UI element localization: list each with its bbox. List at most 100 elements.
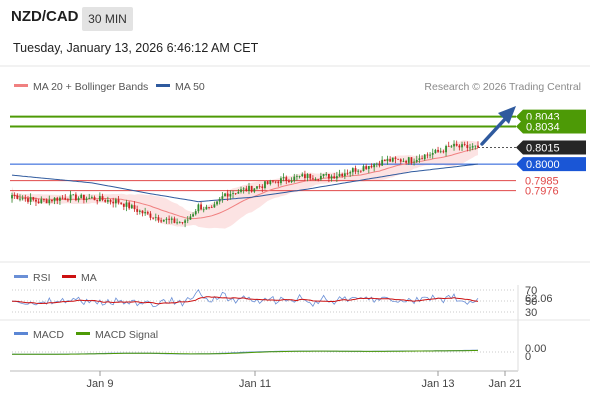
candle bbox=[282, 173, 285, 182]
candle bbox=[455, 140, 458, 147]
candle bbox=[434, 148, 437, 154]
candle bbox=[178, 221, 181, 224]
candles-layer bbox=[11, 140, 479, 228]
candle bbox=[208, 206, 210, 210]
candle bbox=[197, 203, 200, 214]
candle bbox=[109, 198, 112, 205]
candle bbox=[461, 141, 463, 151]
candle bbox=[338, 169, 341, 178]
macd-legend: MACD MACD Signal bbox=[14, 329, 158, 341]
candle bbox=[37, 198, 40, 204]
candle bbox=[176, 218, 178, 225]
rsi-ma-line bbox=[12, 296, 479, 305]
candle bbox=[319, 172, 322, 181]
candle bbox=[186, 216, 189, 224]
candle bbox=[431, 148, 434, 159]
candle bbox=[423, 154, 426, 161]
legend-macd-swatch bbox=[14, 332, 28, 335]
candle bbox=[234, 193, 237, 195]
legend-macd-label: MACD bbox=[33, 329, 64, 341]
candle bbox=[61, 195, 64, 200]
candle bbox=[293, 173, 296, 183]
candle bbox=[165, 217, 168, 224]
candle bbox=[173, 216, 176, 224]
candle bbox=[141, 210, 144, 217]
candle bbox=[213, 201, 216, 208]
candle bbox=[341, 172, 344, 178]
candle bbox=[221, 192, 224, 203]
level-label-0.7976: 0.7976 bbox=[525, 186, 559, 198]
candle bbox=[309, 173, 312, 181]
candle bbox=[224, 192, 226, 197]
candle bbox=[415, 155, 418, 163]
candle bbox=[194, 208, 197, 216]
legend-macd-signal-label: MACD Signal bbox=[95, 329, 158, 341]
candle bbox=[130, 203, 133, 209]
timeframe-button[interactable]: 30 MIN bbox=[82, 7, 133, 31]
candle bbox=[106, 196, 109, 204]
candle bbox=[157, 214, 160, 223]
candle bbox=[128, 201, 131, 210]
candle bbox=[122, 203, 125, 211]
candle bbox=[67, 197, 69, 203]
current-price-tag bbox=[516, 140, 586, 155]
bollinger-band bbox=[12, 140, 478, 229]
macd-tick-0: 0 bbox=[525, 351, 531, 363]
candle bbox=[13, 192, 16, 199]
candle bbox=[77, 196, 80, 203]
candle bbox=[429, 152, 431, 159]
candle bbox=[421, 155, 423, 160]
candle bbox=[88, 193, 91, 200]
candle bbox=[402, 158, 405, 163]
candle bbox=[72, 194, 75, 196]
candle bbox=[237, 189, 240, 194]
bollinger-band-layer bbox=[12, 140, 478, 229]
candle bbox=[189, 214, 192, 220]
rsi-tick-70: 70 bbox=[525, 285, 537, 297]
candle bbox=[373, 162, 376, 172]
candle bbox=[346, 169, 349, 176]
candle bbox=[261, 184, 264, 193]
candle bbox=[322, 173, 325, 179]
candle bbox=[35, 197, 37, 206]
timestamp: Tuesday, January 13, 2026 6:46:12 AM CET bbox=[13, 41, 259, 55]
rsi-tick-50: 50 bbox=[525, 296, 537, 308]
candle bbox=[184, 218, 186, 228]
macd-layer: 00.00 bbox=[11, 343, 546, 363]
candle bbox=[53, 197, 56, 205]
candle bbox=[133, 201, 136, 212]
candle bbox=[51, 199, 53, 203]
candle bbox=[64, 194, 67, 201]
candle bbox=[138, 209, 141, 215]
candle bbox=[469, 143, 471, 152]
candle bbox=[162, 219, 165, 223]
candle bbox=[418, 154, 421, 163]
legend-ma20-label: MA 20 + Bollinger Bands bbox=[33, 81, 148, 93]
candle bbox=[386, 155, 389, 165]
candle bbox=[258, 184, 261, 189]
candle bbox=[394, 156, 397, 164]
level-lines-layer bbox=[10, 115, 516, 192]
candle bbox=[333, 172, 336, 179]
candle bbox=[114, 197, 117, 208]
candle bbox=[146, 210, 149, 216]
candle bbox=[280, 176, 282, 186]
candle bbox=[181, 222, 184, 225]
candle bbox=[343, 169, 346, 180]
candle bbox=[445, 144, 447, 157]
candle bbox=[325, 172, 328, 177]
candle bbox=[45, 198, 48, 204]
candle bbox=[200, 201, 202, 211]
candle bbox=[245, 185, 248, 192]
candle bbox=[144, 207, 147, 216]
level-tag-0.8034 bbox=[516, 119, 586, 134]
candle bbox=[351, 167, 354, 176]
candle bbox=[477, 141, 479, 149]
candle bbox=[447, 141, 450, 147]
candle bbox=[80, 193, 83, 199]
candle bbox=[426, 152, 429, 159]
candle bbox=[101, 193, 104, 202]
candle bbox=[312, 175, 314, 180]
candle bbox=[397, 158, 400, 160]
